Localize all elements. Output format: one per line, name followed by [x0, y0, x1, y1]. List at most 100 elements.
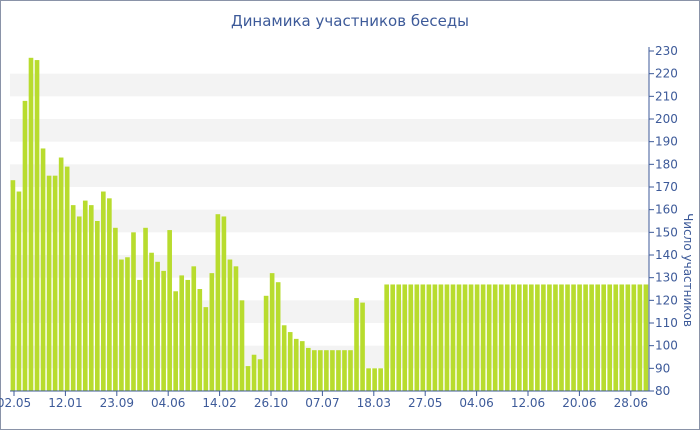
bar — [541, 284, 546, 391]
bar — [52, 175, 58, 391]
bar — [342, 350, 347, 391]
bar — [426, 284, 432, 391]
bar — [535, 284, 540, 391]
x-tick-label: 27.05 — [408, 396, 442, 410]
bar — [414, 284, 420, 391]
x-tick-label: 04.06 — [151, 396, 185, 410]
bar — [312, 350, 317, 391]
bar — [95, 221, 100, 391]
bar — [155, 261, 160, 391]
bar — [348, 350, 353, 391]
grid-band — [10, 119, 649, 142]
bar — [82, 200, 88, 391]
bar — [408, 284, 414, 391]
x-tick-label: 12.06 — [511, 396, 545, 410]
bar — [58, 157, 64, 391]
bar — [64, 166, 70, 391]
y-tick-label: 170 — [655, 180, 678, 194]
bar — [523, 284, 528, 391]
bar — [432, 284, 438, 391]
chart-title: Динамика участников беседы — [230, 12, 470, 30]
bar — [293, 338, 299, 391]
bar — [468, 284, 474, 391]
y-tick-label: 180 — [655, 157, 678, 171]
bar — [203, 307, 209, 391]
bar — [107, 198, 112, 391]
y-tick-label: 190 — [655, 135, 678, 149]
bar — [299, 341, 305, 391]
bar — [492, 284, 498, 391]
bar — [402, 284, 408, 391]
y-tick-label: 130 — [655, 271, 678, 285]
bar — [179, 275, 185, 391]
bar — [287, 332, 293, 391]
bar — [16, 191, 22, 391]
bar — [589, 284, 594, 391]
y-tick-label: 200 — [655, 112, 678, 126]
bar — [637, 284, 643, 391]
bar — [173, 291, 178, 391]
bar — [601, 284, 606, 391]
bar — [559, 284, 564, 391]
bar — [167, 230, 172, 391]
bar — [384, 284, 389, 391]
bar — [245, 366, 251, 391]
bar — [631, 284, 637, 391]
grid-band — [10, 209, 649, 233]
bar — [305, 347, 311, 391]
bar — [239, 300, 245, 391]
bar — [354, 298, 359, 391]
x-tick-label: 12.01 — [48, 396, 82, 410]
bar — [10, 180, 16, 391]
bar — [215, 214, 221, 391]
bar — [191, 266, 197, 391]
y-axis-label: Число участников — [681, 213, 695, 327]
y-tick-label: 120 — [655, 293, 678, 307]
bar — [161, 270, 166, 391]
bar — [613, 284, 619, 391]
bar — [227, 259, 233, 391]
bar — [547, 284, 552, 391]
bar — [281, 325, 287, 391]
y-tick-label: 110 — [655, 316, 678, 330]
bar — [480, 284, 486, 391]
bar — [577, 284, 582, 391]
x-tick-label: 07.07 — [305, 396, 339, 410]
bar — [378, 368, 383, 391]
bar — [251, 354, 257, 391]
bar — [396, 284, 402, 391]
bar — [46, 175, 52, 391]
bar — [137, 279, 142, 391]
bar — [420, 284, 426, 391]
x-tick-label: 04.06 — [459, 396, 493, 410]
bar — [336, 350, 341, 391]
bar — [197, 289, 203, 391]
bar — [119, 259, 124, 391]
grid-band — [10, 164, 649, 187]
bar — [70, 205, 76, 391]
y-tick-label: 90 — [655, 361, 670, 375]
bar — [372, 368, 377, 391]
bar — [324, 350, 329, 391]
x-tick-label: 18.03 — [357, 396, 391, 410]
bar — [34, 60, 40, 391]
bar — [619, 284, 625, 391]
x-tick-label: 20.06 — [562, 396, 596, 410]
y-tick-label: 140 — [655, 248, 678, 262]
bar — [318, 350, 323, 391]
y-tick-label: 220 — [655, 67, 678, 81]
bar — [498, 284, 504, 391]
y-tick-label: 100 — [655, 339, 678, 353]
bar — [595, 284, 600, 391]
bar — [583, 284, 588, 391]
bar — [571, 284, 576, 391]
bar — [76, 216, 82, 391]
bar — [131, 232, 136, 391]
bar — [516, 284, 522, 391]
bar — [474, 284, 480, 391]
bar — [28, 57, 34, 392]
bar — [275, 282, 281, 391]
bar — [553, 284, 558, 391]
bar — [450, 284, 456, 391]
bar — [565, 284, 570, 391]
